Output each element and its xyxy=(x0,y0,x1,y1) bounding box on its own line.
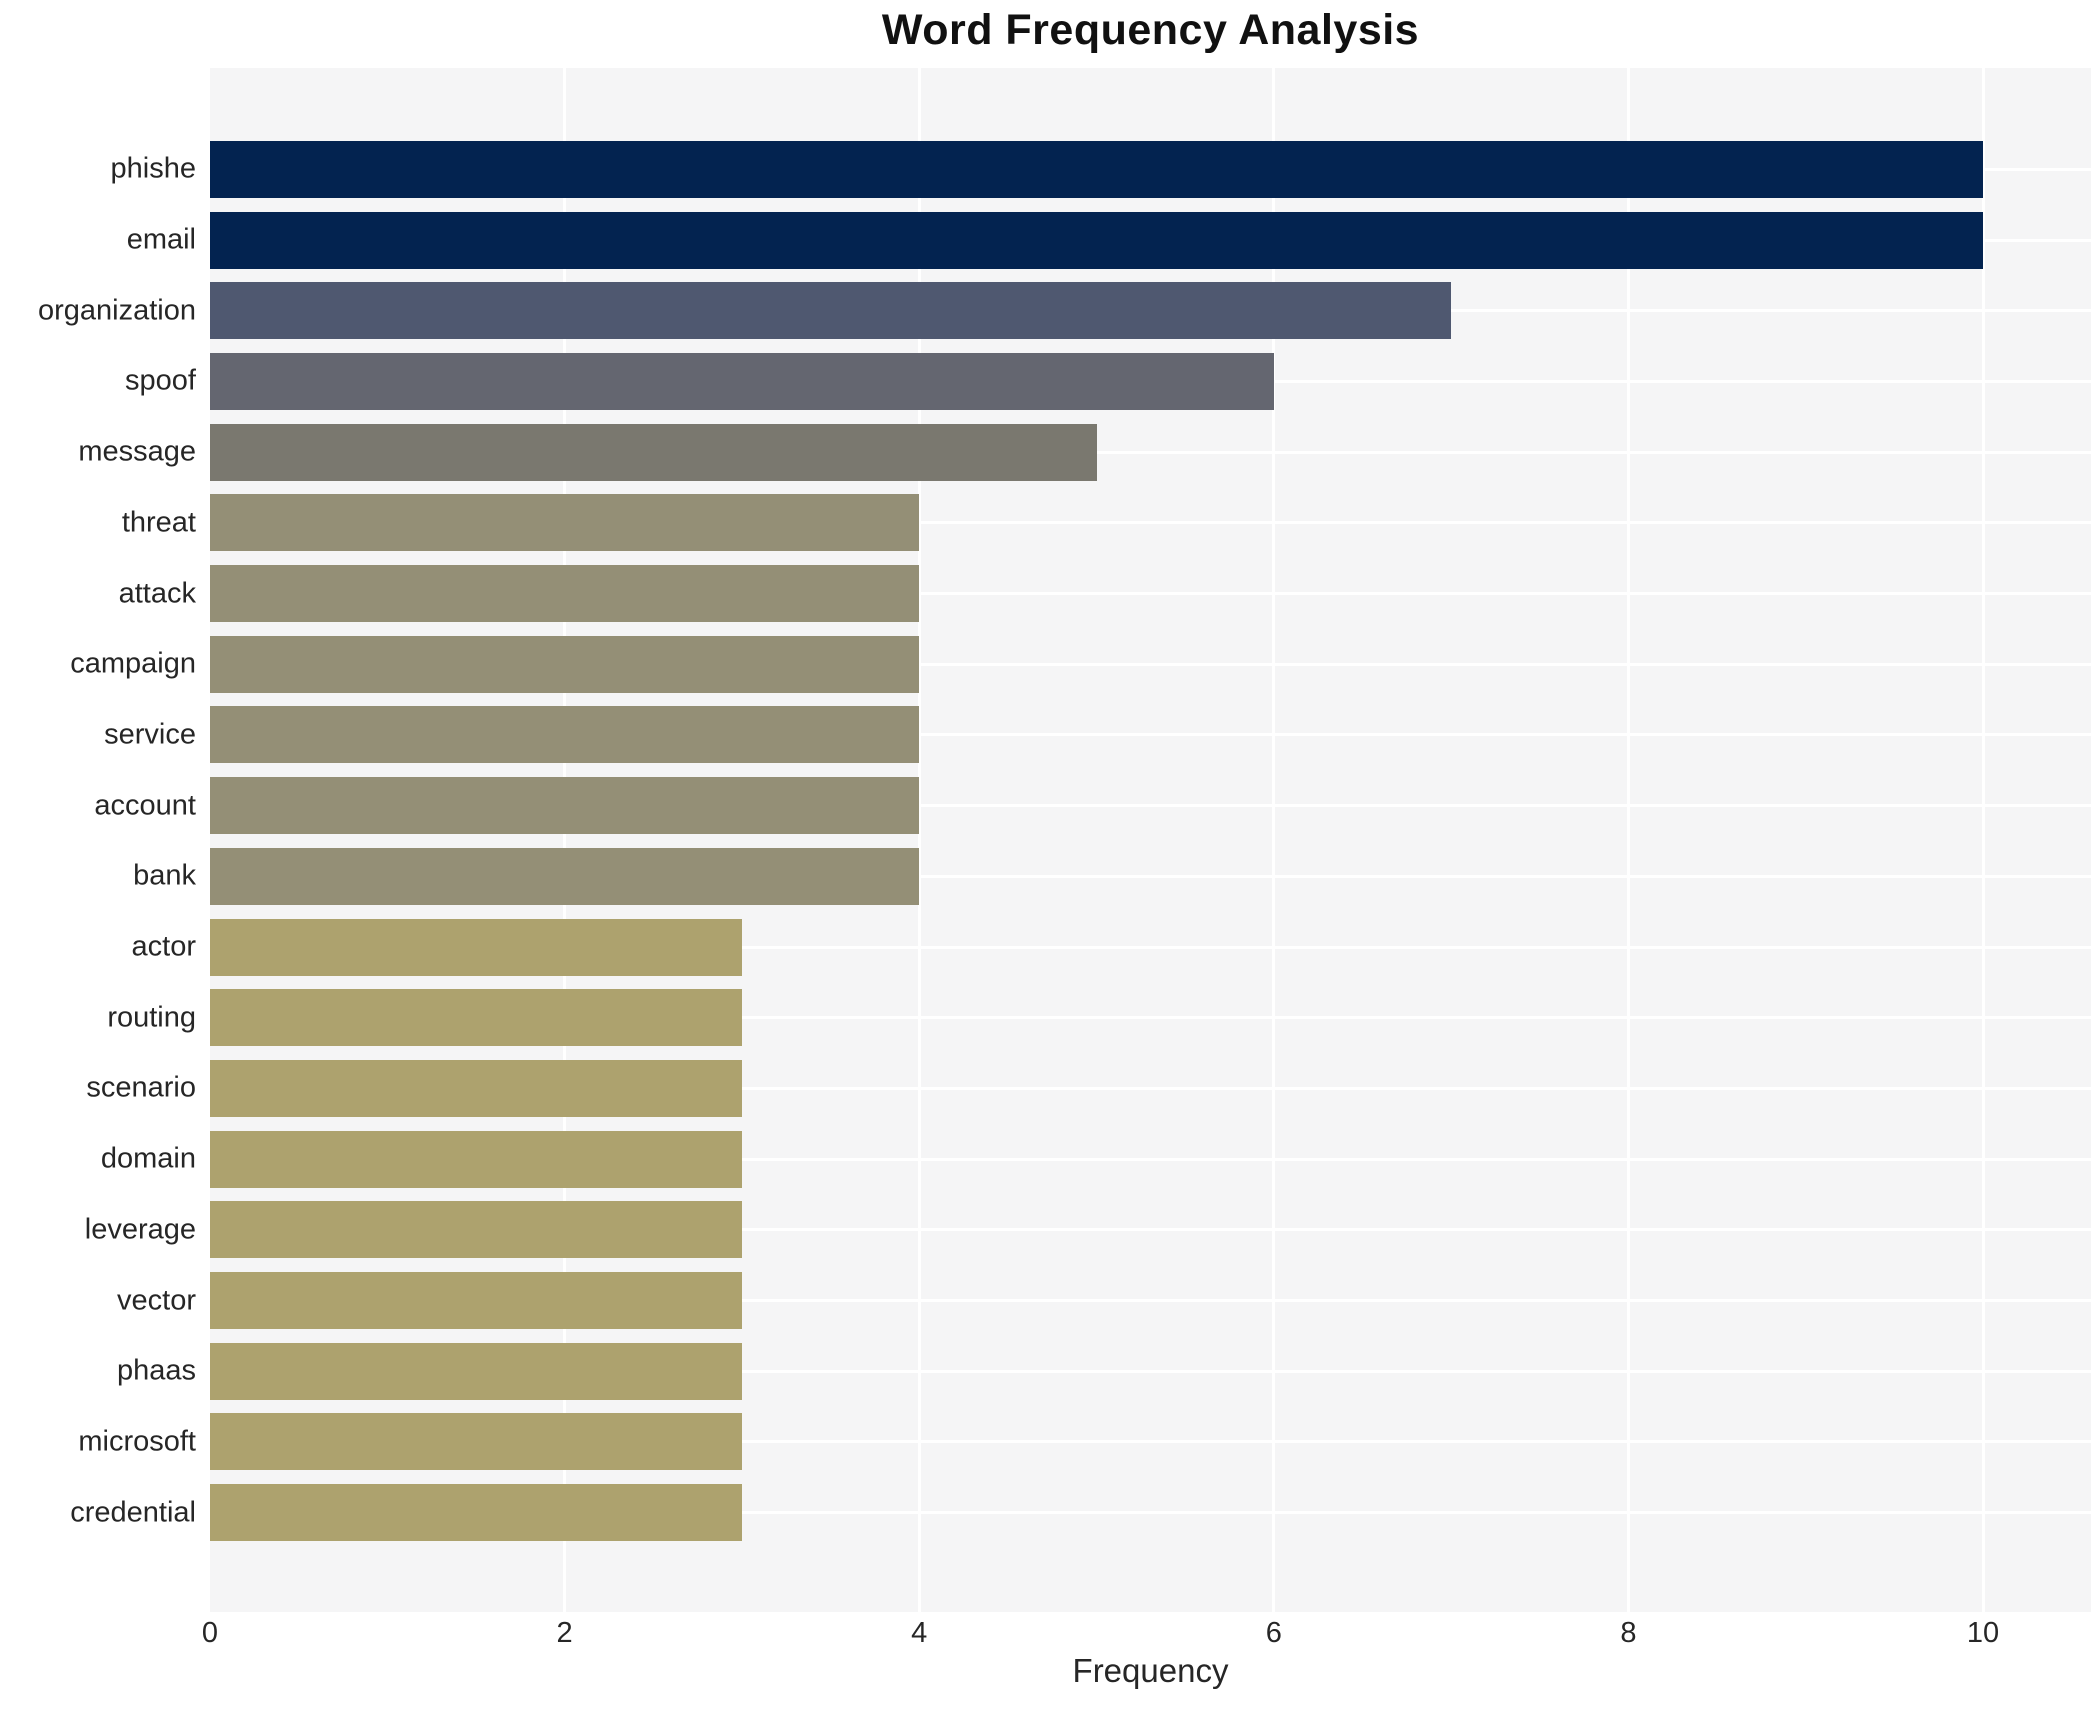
y-tick-label-organization: organization xyxy=(38,294,196,327)
y-tick-label-campaign: campaign xyxy=(70,647,196,680)
y-tick-label-vector: vector xyxy=(117,1284,196,1317)
bar-phaas xyxy=(210,1342,742,1400)
bar-organization xyxy=(210,282,1452,340)
chart-title: Word Frequency Analysis xyxy=(881,6,1420,54)
vertical-gridline xyxy=(1626,68,1630,1612)
horizontal-gridline xyxy=(210,662,2091,666)
bar-domain xyxy=(210,1130,742,1188)
horizontal-gridline xyxy=(210,945,2091,949)
horizontal-gridline xyxy=(210,1440,2091,1444)
horizontal-gridline xyxy=(210,733,2091,737)
plot-area xyxy=(210,68,2091,1612)
y-tick-label-microsoft: microsoft xyxy=(78,1425,196,1458)
vertical-gridline xyxy=(1981,68,1985,1612)
y-tick-label-spoof: spoof xyxy=(125,364,196,397)
y-tick-label-phaas: phaas xyxy=(116,1354,196,1387)
y-tick-label-bank: bank xyxy=(133,859,196,892)
y-tick-label-actor: actor xyxy=(131,930,196,963)
x-tick-label-8: 8 xyxy=(1620,1617,1637,1649)
bar-service xyxy=(210,706,920,764)
y-tick-label-service: service xyxy=(104,718,196,751)
horizontal-gridline xyxy=(210,592,2091,596)
x-tick-label-10: 10 xyxy=(1966,1617,2000,1649)
horizontal-gridline xyxy=(210,1157,2091,1161)
horizontal-gridline xyxy=(210,1299,2091,1303)
bar-message xyxy=(210,423,1097,481)
horizontal-gridline xyxy=(210,1086,2091,1090)
y-tick-label-account: account xyxy=(94,789,196,822)
bar-credential xyxy=(210,1484,742,1542)
horizontal-gridline xyxy=(210,1511,2091,1515)
horizontal-gridline xyxy=(210,874,2091,878)
bar-scenario xyxy=(210,1059,742,1117)
vertical-gridline xyxy=(1272,68,1276,1612)
bar-account xyxy=(210,777,920,835)
bar-vector xyxy=(210,1272,742,1330)
vertical-gridline xyxy=(917,68,921,1612)
y-tick-label-leverage: leverage xyxy=(84,1213,196,1246)
bar-bank xyxy=(210,847,920,905)
x-tick-label-6: 6 xyxy=(1265,1617,1282,1649)
bar-phishe xyxy=(210,140,1983,198)
y-tick-label-routing: routing xyxy=(107,1001,196,1034)
bar-leverage xyxy=(210,1201,742,1259)
bar-routing xyxy=(210,989,742,1047)
x-axis-title: Frequency xyxy=(1072,1652,1229,1689)
bar-spoof xyxy=(210,352,1274,410)
bar-microsoft xyxy=(210,1413,742,1471)
bar-email xyxy=(210,211,1983,269)
y-tick-label-threat: threat xyxy=(121,506,196,539)
y-tick-label-credential: credential xyxy=(70,1496,196,1529)
horizontal-gridline xyxy=(210,804,2091,808)
y-tick-label-attack: attack xyxy=(118,577,196,610)
horizontal-gridline xyxy=(210,1369,2091,1373)
y-tick-label-scenario: scenario xyxy=(86,1071,196,1104)
bar-campaign xyxy=(210,635,920,693)
y-tick-label-phishe: phishe xyxy=(110,152,196,185)
vertical-gridline xyxy=(563,68,567,1612)
y-tick-label-domain: domain xyxy=(100,1142,196,1175)
y-tick-label-message: message xyxy=(78,435,196,468)
x-tick-label-4: 4 xyxy=(911,1617,928,1649)
x-tick-label-2: 2 xyxy=(556,1617,573,1649)
y-tick-label-email: email xyxy=(126,223,196,256)
horizontal-gridline xyxy=(210,1228,2091,1232)
horizontal-gridline xyxy=(210,1016,2091,1020)
bar-attack xyxy=(210,565,920,623)
horizontal-gridline xyxy=(210,450,2091,454)
bar-threat xyxy=(210,494,920,552)
horizontal-gridline xyxy=(210,521,2091,525)
bar-actor xyxy=(210,918,742,976)
x-tick-label-0: 0 xyxy=(201,1617,219,1649)
